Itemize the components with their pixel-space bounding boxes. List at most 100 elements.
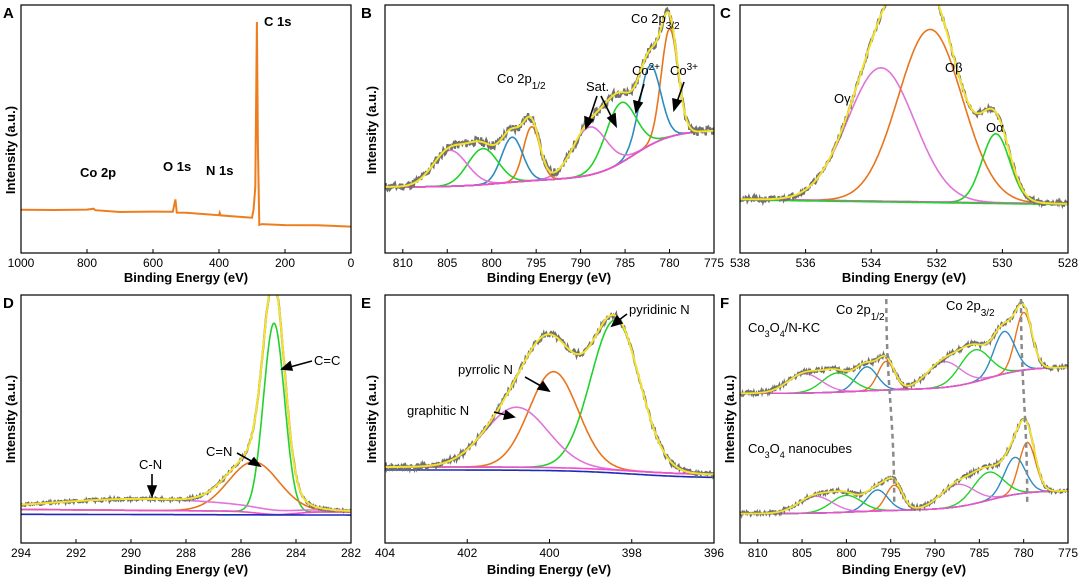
- panel-c-ticks: 538 536 534 532 530 528: [730, 249, 1078, 270]
- panel-c-baseline: [740, 199, 1068, 206]
- panel-c-envelope: [740, 5, 1068, 205]
- label-c-n: C-N: [139, 457, 162, 472]
- label-co3o4-nkc: Co3O4/N-KC: [748, 320, 820, 339]
- panel-d-tick-label-1: 292: [66, 546, 86, 560]
- panel-b: B Intensity (a.u.) Binding Energy (eV) 8…: [361, 4, 724, 285]
- panel-b-tick-label-4: 790: [571, 256, 591, 270]
- panel-a-ylabel: Intensity (a.u.): [3, 106, 18, 194]
- panel-d-tick-label-6: 282: [341, 546, 361, 560]
- label-co2p: Co 2p: [80, 165, 116, 180]
- panel-d-plot: [21, 295, 351, 516]
- label-c-eq-c: C=C: [314, 353, 340, 368]
- panel-d-xlabel: Binding Energy (eV): [124, 562, 248, 577]
- panel-e-ticks: 404 402 400 398 396: [375, 539, 724, 560]
- panel-b-tick-label-5: 785: [615, 256, 635, 270]
- label-co3plus: Co3+: [670, 62, 698, 79]
- panel-a-tick-label-5: 0: [348, 256, 355, 270]
- panel-d-baseline: [21, 513, 351, 516]
- panel-b-tick-label-3: 795: [526, 256, 546, 270]
- panel-f-tick-label-5: 785: [969, 546, 989, 560]
- panel-b-envelope: [385, 11, 714, 188]
- panel-d-tick-label-5: 284: [286, 546, 306, 560]
- arrow-graphitic-head: [502, 409, 516, 421]
- panel-d-ticks: 294 292 290 288 286 284 282: [11, 539, 361, 560]
- panel-e-arrows: [493, 313, 628, 421]
- panel-a: A Intensity (a.u.) Binding Energy (eV) 1…: [3, 4, 355, 285]
- panel-d-peak-1: [21, 461, 351, 513]
- panel-f-letter: F: [720, 295, 729, 312]
- panel-f-tick-label-6: 780: [1014, 546, 1034, 560]
- panel-b-letter: B: [361, 5, 372, 22]
- panel-e-frame: [384, 294, 715, 544]
- panel-c-tick-label-3: 532: [927, 256, 947, 270]
- panel-e-peak-1: [385, 370, 714, 476]
- panel-b-tick-label-0: 810: [393, 256, 413, 270]
- panel-b-ylabel: Intensity (a.u.): [364, 86, 379, 174]
- label-co2p12: Co 2p1/2: [497, 71, 546, 92]
- panel-c-tick-label-0: 538: [730, 256, 750, 270]
- panel-b-frame: [384, 4, 715, 254]
- panel-e-tick-label-4: 396: [704, 546, 724, 560]
- panel-e-ylabel: Intensity (a.u.): [364, 375, 379, 463]
- arrow-co2: [637, 83, 645, 105]
- panel-f-tick-label-3: 795: [881, 546, 901, 560]
- panel-f-s0-envelope: [740, 302, 1068, 395]
- panel-f-plot: [740, 298, 1068, 520]
- panel-f-tick-label-2: 800: [836, 546, 856, 560]
- arrow-co2-head: [632, 99, 644, 115]
- panel-a-tick-label-0: 1000: [8, 256, 35, 270]
- panel-e-tick-label-3: 398: [622, 546, 642, 560]
- panel-d-letter: D: [3, 295, 14, 312]
- arrow-co3-head: [672, 97, 683, 113]
- arrow-co3: [676, 81, 685, 103]
- panel-b-peak-4: [385, 126, 714, 188]
- arrow-graphitic: [493, 411, 507, 416]
- panel-f-tick-label-4: 790: [925, 546, 945, 560]
- panel-f-s1-raw-data: [740, 415, 1068, 520]
- survey-spectrum: [21, 21, 351, 228]
- panel-f-frame: [739, 294, 1069, 544]
- panel-f-ticks: 810 805 800 795 790 785 780 775: [748, 539, 1078, 560]
- label-f-co2p32: Co 2p3/2: [946, 298, 995, 319]
- arrow-cn-head: [146, 485, 158, 499]
- panel-d-tick-label-2: 290: [121, 546, 141, 560]
- label-o-beta: Oβ: [945, 60, 963, 75]
- panel-f-dashed-guide-1: [1019, 298, 1029, 504]
- panel-a-frame: [20, 4, 352, 254]
- panel-b-xlabel: Binding Energy (eV): [487, 270, 611, 285]
- panel-c-tick-label-2: 534: [861, 256, 881, 270]
- panel-b-ticks: 810 805 800 795 790 785 780 775: [393, 249, 724, 270]
- panel-d: D Intensity (a.u.) Binding Energy (eV) 2…: [3, 294, 361, 577]
- panel-e-letter: E: [361, 295, 371, 312]
- label-c1s: C 1s: [264, 14, 291, 29]
- panel-d-raw-data: [21, 295, 351, 514]
- panel-e-envelope: [385, 314, 714, 476]
- panel-c-letter: C: [720, 5, 731, 22]
- panel-b-tick-label-2: 800: [482, 256, 502, 270]
- panel-c-xlabel: Binding Energy (eV): [842, 270, 966, 285]
- panel-b-peak-3: [385, 126, 714, 188]
- label-o-alpha: Oα: [986, 120, 1004, 135]
- arrow-pyrrolic-head: [536, 380, 551, 393]
- panel-d-envelope: [21, 295, 351, 512]
- label-n1s: N 1s: [206, 163, 233, 178]
- label-f-co2p12: Co 2p1/2: [836, 302, 885, 323]
- panel-e-tick-label-0: 404: [375, 546, 395, 560]
- panel-b-arrows: [584, 81, 685, 130]
- panel-d-tick-label-3: 288: [176, 546, 196, 560]
- panel-f-xlabel: Binding Energy (eV): [842, 562, 966, 577]
- panel-f-tick-label-1: 805: [792, 546, 812, 560]
- panel-a-tick-label-3: 400: [209, 256, 229, 270]
- panel-d-arrows: [146, 360, 313, 499]
- panel-e-baseline: [385, 469, 714, 479]
- panel-e-plot: [385, 309, 714, 480]
- panel-a-ticks: 1000 800 600 400 200 0: [8, 249, 355, 270]
- arrow-pyridinic: [618, 313, 628, 321]
- panel-f-s1-envelope: [740, 418, 1068, 515]
- panel-d-background: [21, 508, 351, 516]
- label-o-gamma: Oγ: [834, 91, 851, 106]
- panel-c-peak-2: [740, 132, 1068, 205]
- arrow-cn-double: [236, 452, 254, 463]
- panel-f-tick-label-0: 810: [748, 546, 768, 560]
- panel-f-s1-background: [740, 490, 1068, 515]
